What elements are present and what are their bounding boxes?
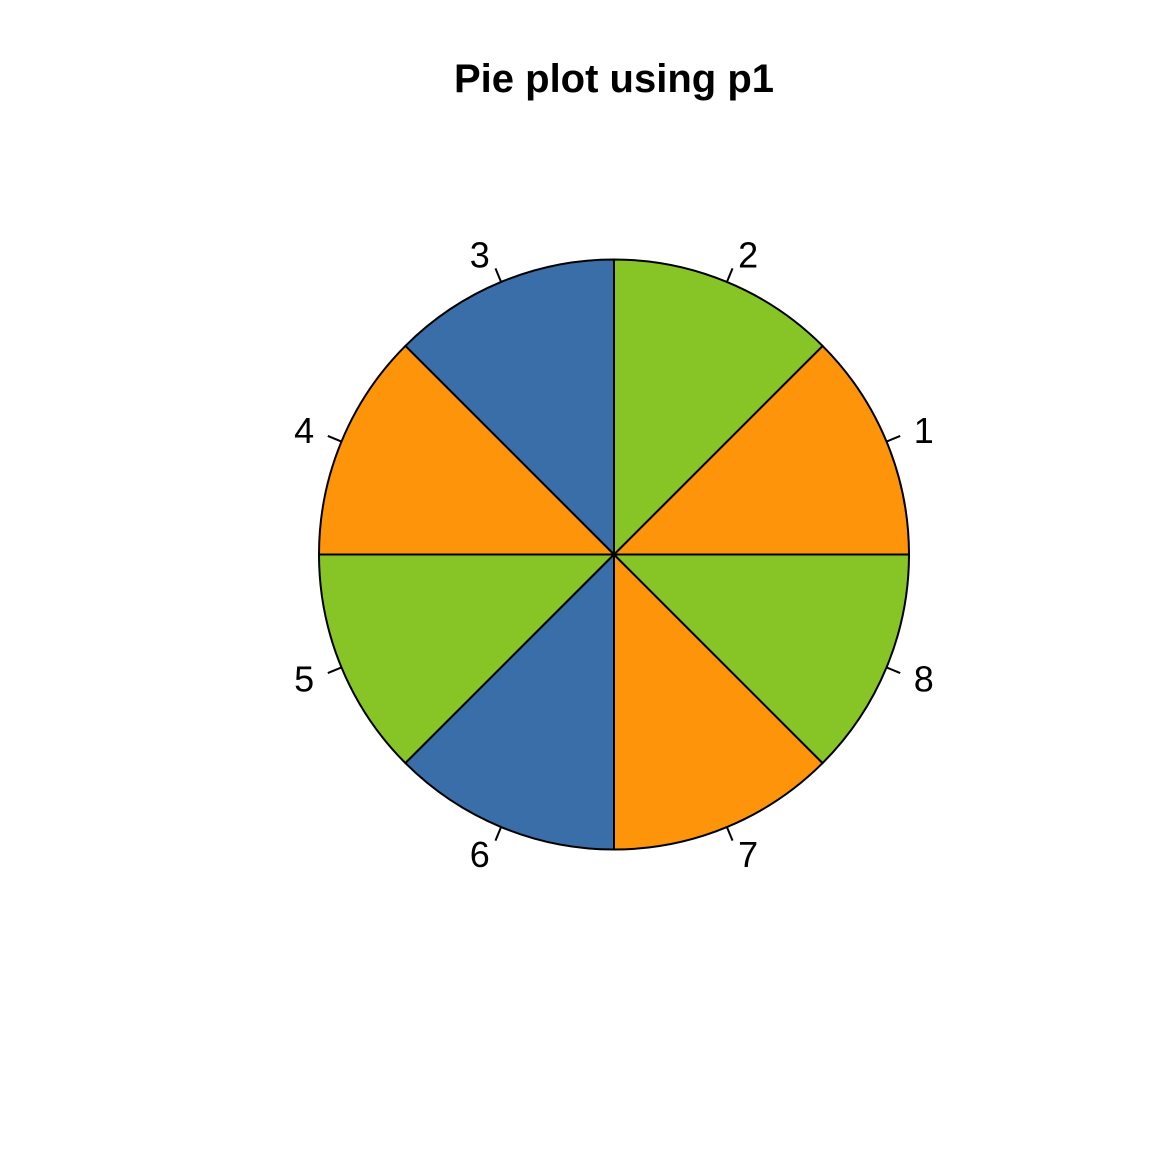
slice-tick-6	[494, 826, 503, 842]
slice-label-3: 3	[470, 234, 490, 275]
pie-slice-3	[404, 258, 615, 556]
slice-label-6: 6	[470, 834, 490, 875]
chart-title: Pie plot using p1	[453, 57, 775, 101]
slice-tick-5	[327, 666, 342, 674]
pie-slice-5	[318, 553, 615, 765]
pie-slice-7	[613, 553, 824, 851]
slice-label-1: 1	[914, 410, 934, 451]
pie-slice-1	[613, 344, 910, 556]
pie-slice-6	[404, 553, 615, 851]
pie-slice-8	[613, 553, 910, 765]
slice-tick-4	[327, 435, 342, 443]
pie-slice-2	[613, 258, 824, 556]
slice-tick-7	[725, 826, 734, 842]
slice-label-5: 5	[294, 658, 314, 699]
slice-label-7: 7	[738, 834, 758, 875]
slice-label-8: 8	[914, 658, 934, 699]
pie-slice-4	[318, 344, 615, 556]
slice-label-2: 2	[738, 234, 758, 275]
slice-tick-1	[886, 435, 901, 443]
slice-label-4: 4	[294, 410, 314, 451]
slice-tick-3	[494, 267, 503, 283]
slice-tick-8	[886, 666, 901, 674]
slice-tick-2	[725, 267, 734, 283]
